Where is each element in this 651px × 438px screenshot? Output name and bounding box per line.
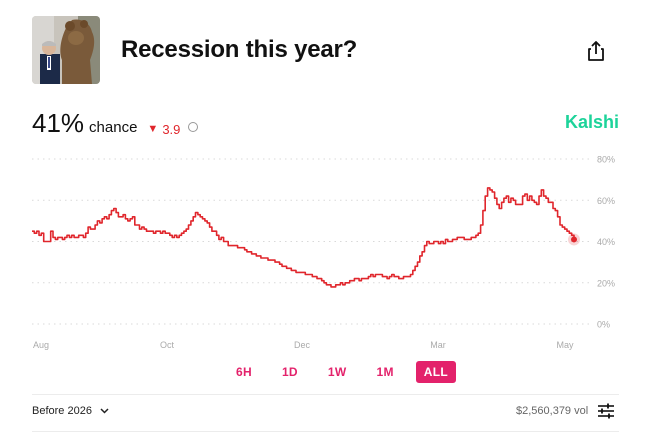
probability-row: 41% chance ▼ 3.9 bbox=[32, 108, 199, 139]
y-tick-label: 0% bbox=[597, 320, 610, 330]
series-line bbox=[32, 187, 575, 288]
x-tick-label: Dec bbox=[294, 340, 311, 350]
divider bbox=[32, 394, 619, 395]
chance-label: chance bbox=[89, 119, 138, 136]
range-1w-button[interactable]: 1W bbox=[327, 365, 347, 379]
chart-settings-button[interactable] bbox=[597, 402, 615, 420]
x-tick-label: Mar bbox=[430, 340, 446, 350]
chevron-down-icon bbox=[100, 406, 109, 417]
last-point bbox=[571, 236, 577, 243]
x-tick-label: May bbox=[556, 340, 574, 350]
y-tick-label: 60% bbox=[597, 196, 615, 206]
triangle-down-icon: ▼ bbox=[147, 123, 159, 135]
info-icon[interactable] bbox=[188, 122, 199, 132]
volume-text: $2,560,379 vol bbox=[516, 405, 589, 417]
share-icon bbox=[588, 41, 604, 61]
range-1m-button[interactable]: 1M bbox=[376, 365, 394, 379]
range-selector: 6H 1D 1W 1M ALL bbox=[228, 361, 470, 383]
y-tick-label: 40% bbox=[597, 237, 615, 247]
probability-delta: ▼ 3.9 bbox=[147, 122, 180, 137]
y-tick-label: 80% bbox=[597, 155, 615, 165]
outcome-dropdown[interactable]: Before 2026 bbox=[32, 405, 109, 417]
market-title: Recession this year? bbox=[121, 36, 358, 63]
range-all-button[interactable]: ALL bbox=[415, 361, 457, 383]
y-tick-label: 20% bbox=[597, 278, 615, 288]
delta-value: 3.9 bbox=[162, 121, 181, 137]
probability-value: 41% bbox=[32, 108, 85, 138]
x-tick-label: Aug bbox=[33, 340, 49, 350]
range-6h-button[interactable]: 6H bbox=[236, 365, 252, 379]
brand-logo: Kalshi bbox=[565, 112, 620, 132]
divider bbox=[32, 431, 619, 432]
sliders-icon bbox=[598, 403, 614, 419]
x-tick-label: Oct bbox=[160, 340, 175, 350]
range-1d-button[interactable]: 1D bbox=[281, 365, 298, 379]
share-button[interactable] bbox=[585, 40, 607, 62]
price-chart[interactable]: 80% 60% 40% 20% 0% Aug Oct Dec Mar May bbox=[0, 140, 651, 355]
market-thumbnail bbox=[32, 16, 100, 84]
outcome-label: Before 2026 bbox=[32, 405, 92, 417]
